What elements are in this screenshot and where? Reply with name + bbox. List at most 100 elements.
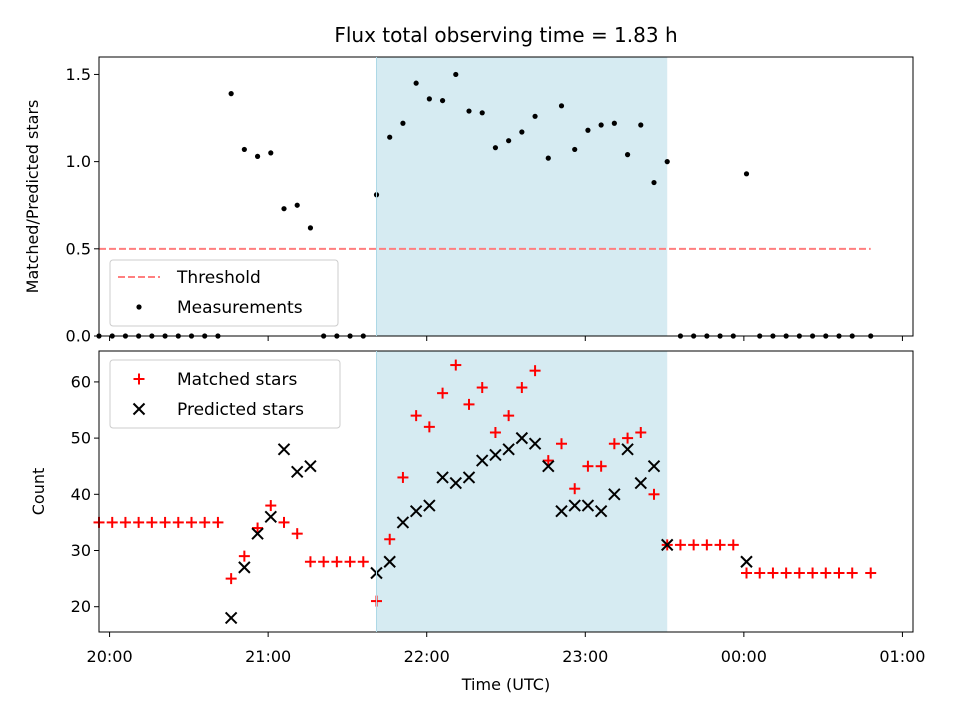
measurement-point [466,108,472,114]
matched-star-point [622,432,634,444]
measurement-point [453,71,459,78]
matched-star-point [582,460,594,472]
matched-star-point [397,471,409,483]
bottom-legend: Matched stars Predicted stars [109,359,341,429]
measurement-point [241,146,247,153]
measurement-point [254,153,261,159]
matched-star-point [331,556,343,568]
matched-star-point [225,573,237,585]
matched-star-point [119,516,131,528]
measurement-point [545,155,551,161]
y-tick-label: 0.5 [66,239,91,258]
matched-star-point [212,516,224,528]
measurement-point [624,152,631,158]
legend-measurements-label: Measurements [177,298,303,318]
measurement-point [743,171,750,177]
x-axis-label: Time (UTC) [461,675,550,694]
y-tick-label: 20 [71,597,91,616]
predicted-star-point [462,471,476,484]
measurement-point [281,206,287,212]
predicted-star-point [238,561,251,574]
matched-star-point [635,426,647,438]
matched-star-point [556,438,567,450]
measurement-point [611,120,617,126]
matched-star-point [344,556,356,568]
x-tick-label: 21:00 [245,647,291,666]
measurement-point [387,134,393,140]
matched-star-point [503,410,515,422]
matched-star-point [159,516,171,528]
matched-star-point [186,516,197,528]
legend-plus-glyph [133,373,145,385]
matched-star-point [767,567,779,579]
predicted-star-point [528,437,542,450]
matched-star-point [384,533,396,545]
predicted-star-point [264,510,277,523]
measurement-point [572,146,578,153]
x-tick-label: 00:00 [721,647,767,666]
predicted-star-point [568,499,581,512]
predicted-star-point [409,504,423,518]
matched-star-point [489,426,501,438]
measurement-point [664,159,670,165]
predicted-star-point [661,538,674,552]
legend-matched-label: Matched stars [177,370,297,390]
matched-star-point [437,387,449,399]
matched-star-point [807,567,819,579]
measurement-point [426,96,432,102]
predicted-star-point [224,611,238,625]
predicted-star-point [542,460,555,473]
measurement-point [268,150,274,156]
measurement-point [400,120,406,126]
matched-star-point [238,550,250,562]
predicted-star-point [502,443,515,456]
predicted-star-point [423,499,436,512]
count-panel: 20 30 40 50 60 20:00 21:00 22:00 23:00 00:00 01:0… [29,350,925,694]
legend-cross-glyph [132,402,146,416]
predicted-star-point [594,504,608,518]
matched-star-point [172,516,184,528]
matched-star-point [133,516,145,528]
matched-star-point [199,516,211,528]
matched-star-point [450,359,462,371]
matched-star-point [529,365,541,377]
matched-star-point [146,516,158,528]
predicted-star-point [251,527,264,540]
top-legend: Threshold Measurements [109,259,339,327]
matched-star-point [865,567,877,579]
matched-star-point [701,539,713,551]
matched-star-point [106,516,118,528]
predicted-star-point [581,499,595,512]
predicted-star-point [489,448,502,462]
legend-predicted-swatch [132,402,146,416]
legend-predicted-label: Predicted stars [177,400,304,420]
chart-title: Flux total observing time = 1.83 h [334,23,677,47]
matched-star-point [423,421,435,433]
x-tick-label: 22:00 [404,647,450,666]
matched-star-point [741,567,752,579]
measurement-point [598,122,604,128]
x-tick-label: 01:00 [879,647,925,666]
y-tick-label: 0.0 [66,327,91,346]
matched-star-point [648,488,660,500]
top-axes-frame [98,56,914,337]
matched-star-point [357,556,369,568]
matched-star-point [780,567,792,579]
predicted-star-point [647,460,661,473]
ratio-panel: 0.0 0.5 1.0 1.5 Matched/Predicted stars Thr… [23,56,914,346]
measurement-point [228,91,234,97]
measurement-point [638,122,644,128]
predicted-star-point [291,465,304,479]
matched-star-point [265,500,277,512]
predicted-star-point [608,488,621,501]
predicted-star-point [383,555,396,568]
measurement-point [413,80,419,86]
matched-star-point [833,567,845,579]
y-tick-label: 50 [71,429,91,448]
matched-star-point [252,522,264,534]
predicted-star-point [304,460,317,473]
matched-star-point [674,539,686,551]
matched-star-point [569,483,581,495]
matched-star-point [278,516,290,528]
